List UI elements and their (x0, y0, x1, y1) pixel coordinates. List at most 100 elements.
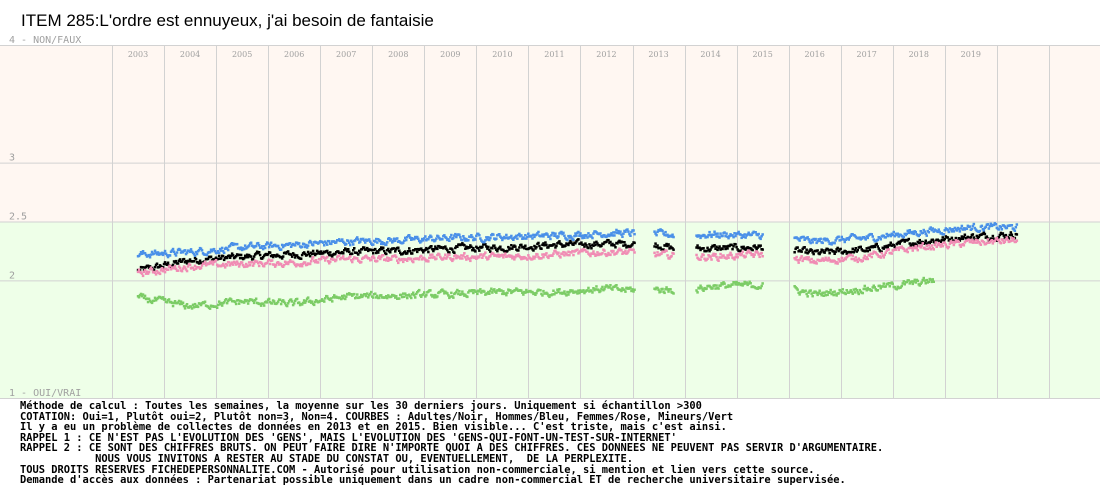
data-point-hommes (359, 240, 362, 243)
data-point-femmes (186, 265, 190, 268)
data-point-mineurs (323, 300, 326, 303)
data-point-hommes (199, 247, 203, 250)
data-point-hommes (484, 239, 487, 242)
data-point-mineurs (341, 294, 344, 298)
data-point-adultes (756, 246, 759, 249)
data-point-femmes (313, 260, 317, 264)
data-point-femmes (963, 241, 967, 244)
data-point-adultes (351, 252, 354, 255)
data-point-mineurs (578, 291, 581, 295)
data-point-hommes (461, 238, 464, 242)
data-point-hommes (591, 236, 594, 240)
data-point-hommes (1000, 228, 1004, 231)
data-point-hommes (742, 235, 745, 239)
data-point-mineurs (878, 284, 881, 288)
data-point-femmes (395, 255, 398, 259)
data-point-mineurs (924, 282, 927, 285)
data-point-femmes (385, 259, 388, 262)
data-point-adultes (897, 240, 900, 244)
data-point-hommes (280, 243, 284, 247)
data-point-hommes (427, 238, 430, 241)
data-point-femmes (350, 259, 353, 262)
data-point-mineurs (252, 301, 256, 305)
data-point-hommes (615, 228, 618, 232)
data-point-femmes (262, 265, 266, 268)
background-upper-zone (0, 45, 1100, 222)
data-point-mineurs (394, 296, 397, 299)
data-point-hommes (622, 232, 625, 235)
data-point-hommes (161, 253, 165, 257)
data-point-femmes (159, 269, 163, 272)
data-point-femmes (238, 263, 242, 266)
data-point-hommes (624, 230, 627, 233)
data-point-mineurs (930, 280, 933, 284)
data-point-femmes (181, 267, 185, 270)
data-point-adultes (166, 261, 170, 264)
data-point-hommes (809, 241, 812, 245)
data-point-hommes (406, 235, 409, 239)
data-point-adultes (954, 236, 958, 240)
data-point-hommes (921, 231, 924, 235)
data-point-femmes (881, 254, 884, 257)
data-point-femmes (607, 251, 610, 255)
data-point-hommes (328, 240, 331, 243)
data-point-mineurs (501, 292, 504, 296)
data-point-mineurs (340, 297, 343, 301)
data-point-adultes (187, 260, 191, 263)
data-point-femmes (606, 253, 609, 257)
data-point-adultes (982, 231, 986, 234)
data-point-hommes (833, 241, 836, 245)
data-point-mineurs (722, 281, 725, 284)
data-point-hommes (141, 250, 145, 253)
data-point-hommes (999, 225, 1003, 229)
data-point-hommes (811, 241, 814, 244)
data-point-femmes (184, 268, 188, 271)
data-point-hommes (393, 237, 396, 240)
data-point-adultes (714, 247, 717, 250)
data-point-adultes (510, 244, 513, 247)
y-tick-label: 2.5 (9, 212, 27, 223)
data-point-hommes (435, 237, 438, 240)
data-point-femmes (668, 257, 671, 260)
data-point-femmes (468, 257, 471, 261)
data-point-femmes (1010, 236, 1014, 240)
data-point-adultes (812, 252, 815, 256)
data-point-femmes (287, 260, 291, 264)
data-point-femmes (949, 240, 953, 243)
data-point-adultes (365, 248, 368, 251)
data-point-hommes (818, 239, 821, 243)
data-point-hommes (743, 233, 746, 236)
x-tick-label: 2015 (752, 50, 772, 59)
data-point-adultes (538, 244, 541, 248)
data-point-adultes (499, 245, 502, 248)
data-point-femmes (797, 261, 800, 264)
data-point-mineurs (229, 298, 233, 301)
data-point-adultes (406, 252, 409, 255)
data-point-hommes (840, 235, 843, 239)
data-point-hommes (815, 241, 818, 245)
data-point-femmes (725, 257, 728, 260)
data-point-hommes (706, 235, 709, 239)
data-point-mineurs (412, 291, 415, 294)
data-point-hommes (386, 241, 389, 244)
data-point-hommes (171, 247, 175, 251)
data-point-adultes (448, 251, 451, 254)
data-point-mineurs (253, 299, 257, 302)
data-point-hommes (413, 237, 416, 241)
data-point-mineurs (293, 299, 297, 302)
data-point-femmes (455, 256, 458, 260)
data-point-hommes (707, 233, 710, 237)
data-point-hommes (884, 236, 887, 239)
data-point-adultes (912, 244, 915, 247)
data-point-femmes (916, 248, 919, 252)
data-point-mineurs (666, 288, 669, 291)
data-point-hommes (654, 232, 657, 235)
data-point-hommes (725, 232, 728, 235)
data-point-adultes (726, 247, 729, 250)
data-point-mineurs (743, 280, 746, 284)
data-point-hommes (932, 230, 935, 233)
data-point-femmes (584, 248, 587, 252)
data-point-adultes (590, 247, 593, 250)
data-point-adultes (868, 248, 871, 252)
data-point-mineurs (339, 296, 342, 299)
